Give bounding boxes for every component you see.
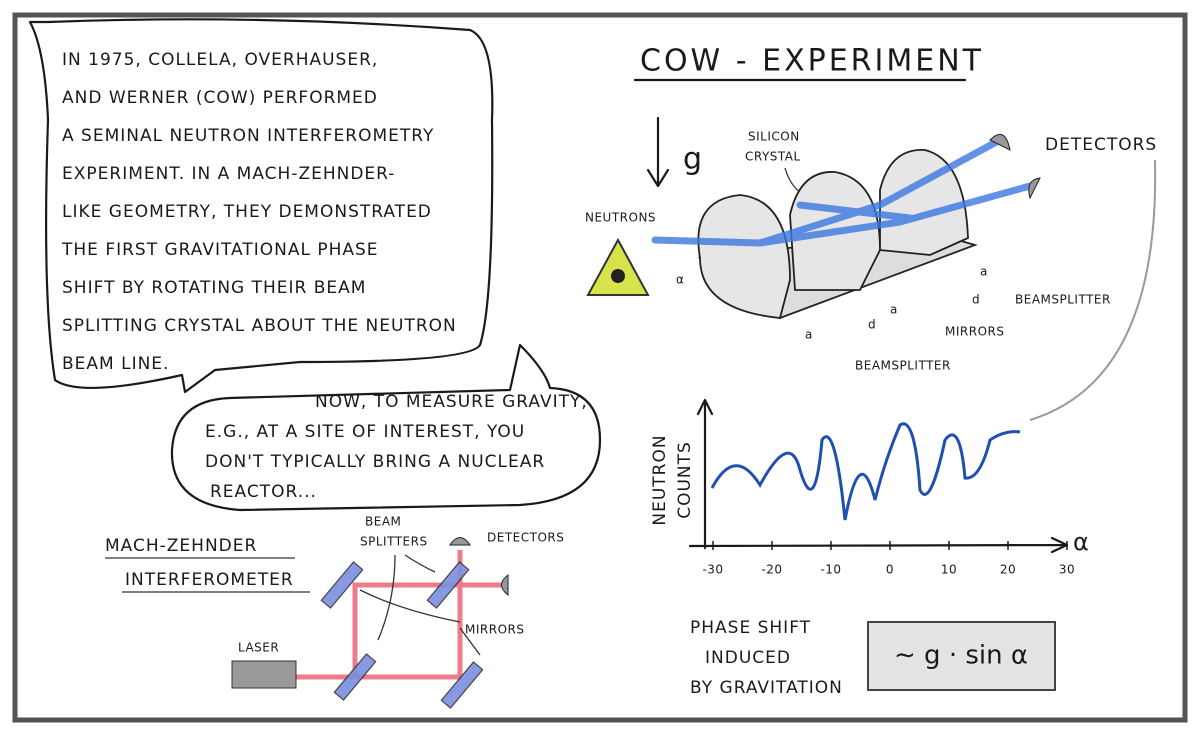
speech-bubble: [170, 343, 602, 512]
detector: [989, 133, 1011, 151]
neutrons-label: NEUTRONS: [585, 211, 656, 225]
beamsplitter-label: BEAMSPLITTER: [855, 359, 951, 373]
intro-line: THE FIRST GRAVITATIONAL PHASE: [61, 240, 379, 260]
spacing-label: d: [972, 293, 980, 307]
formula-box: [867, 621, 1056, 691]
x-tick-label: -30: [702, 563, 723, 577]
beamsplitter-label: BEAMSPLITTER: [1015, 293, 1111, 307]
crystal-label: SILICON: [748, 130, 800, 144]
mz-title: MACH-ZEHNDER: [105, 536, 257, 556]
x-tick-label: 10: [941, 563, 957, 577]
mirrors-label: MIRRORS: [945, 325, 1004, 339]
y-axis-label: COUNTS: [675, 441, 695, 519]
beam-splitters-label: SPLITTERS: [360, 535, 428, 549]
x-tick-label: -20: [761, 563, 782, 577]
detectors-label: DETECTORS: [487, 531, 564, 545]
y-axis-label: NEUTRON: [650, 434, 670, 525]
reply-text: NOW, TO MEASURE GRAVITY, E.G., AT A SITE …: [205, 392, 588, 502]
phase-line: BY GRAVITATION: [690, 678, 843, 698]
intro-line: LIKE GEOMETRY, THEY DEMONSTRATED: [62, 202, 432, 222]
intro-line: SHIFT BY ROTATING THEIR BEAM: [62, 278, 366, 298]
pointer-arrow: [1029, 159, 1157, 421]
fit-curve: [710, 422, 1021, 521]
gravity-arrow: [646, 116, 670, 188]
intro-line: IN 1975, COLLELA, OVERHAUSER,: [62, 50, 378, 70]
cow-title: COW - EXPERIMENT: [640, 44, 984, 79]
detector: [501, 573, 509, 597]
intro-text: IN 1975, COLLELA, OVERHAUSER, AND WERNER …: [61, 50, 457, 374]
mz-title: INTERFEROMETER: [125, 570, 294, 590]
angle-label: α: [676, 273, 684, 287]
laser-label: LASER: [238, 641, 279, 655]
radiation-sign: [586, 237, 650, 296]
spacing-label: d: [868, 318, 876, 332]
intro-line: EXPERIMENT. IN A MACH-ZEHNDER-: [62, 164, 395, 184]
x-axis-label: α: [1073, 528, 1089, 556]
pointers: [359, 554, 481, 656]
optics: [320, 561, 484, 709]
intro-line: A SEMINAL NEUTRON INTERFEROMETRY: [62, 126, 434, 146]
radiation-icon: [611, 269, 625, 283]
speech-bubble: [28, 18, 494, 394]
crystal-plate: [879, 149, 969, 256]
mirrors-label: MIRRORS: [465, 623, 524, 637]
intro-line: SPLITTING CRYSTAL ABOUT THE NEUTRON: [62, 316, 457, 336]
x-tick-label: -10: [820, 563, 841, 577]
beam-splitters-label: BEAM: [365, 515, 401, 529]
detectors-label: DETECTORS: [1045, 135, 1157, 155]
frame: [12, 12, 1188, 723]
laser: [231, 660, 297, 689]
formula: ∼ g · sin α: [894, 641, 1028, 671]
spacing-label: a: [805, 328, 813, 342]
laser-beam: [296, 550, 505, 680]
gravity-label: g: [683, 142, 702, 177]
intro-line: BEAM LINE.: [62, 354, 169, 374]
reply-line: DON'T TYPICALLY BRING A NUCLEAR: [205, 452, 545, 472]
x-ticks: -30 -20 -10 0 10 20 30: [702, 541, 1075, 577]
phase-line: PHASE SHIFT: [690, 618, 811, 638]
x-tick-label: 30: [1059, 563, 1075, 577]
x-tick-label: 0: [886, 563, 894, 577]
spacing-label: a: [980, 265, 988, 279]
neutron-beam: [651, 136, 1034, 247]
crystal-label: CRYSTAL: [745, 150, 801, 164]
axes: [688, 398, 1069, 554]
pointer: [784, 167, 801, 193]
detector: [449, 537, 471, 546]
reply-line: E.G., AT A SITE OF INTEREST, YOU: [205, 422, 525, 442]
phase-shift: PHASE SHIFT INDUCED BY GRAVITATION: [690, 618, 843, 698]
detector: [1028, 177, 1041, 200]
phase-line: INDUCED: [705, 648, 791, 668]
reply-line: REACTOR...: [210, 482, 317, 502]
spacing-label: a: [890, 303, 898, 317]
reply-line: NOW, TO MEASURE GRAVITY,: [315, 392, 588, 412]
crystal-plate: [697, 194, 791, 319]
intro-line: AND WERNER (COW) PERFORMED: [62, 88, 378, 108]
x-tick-label: 20: [1000, 563, 1016, 577]
